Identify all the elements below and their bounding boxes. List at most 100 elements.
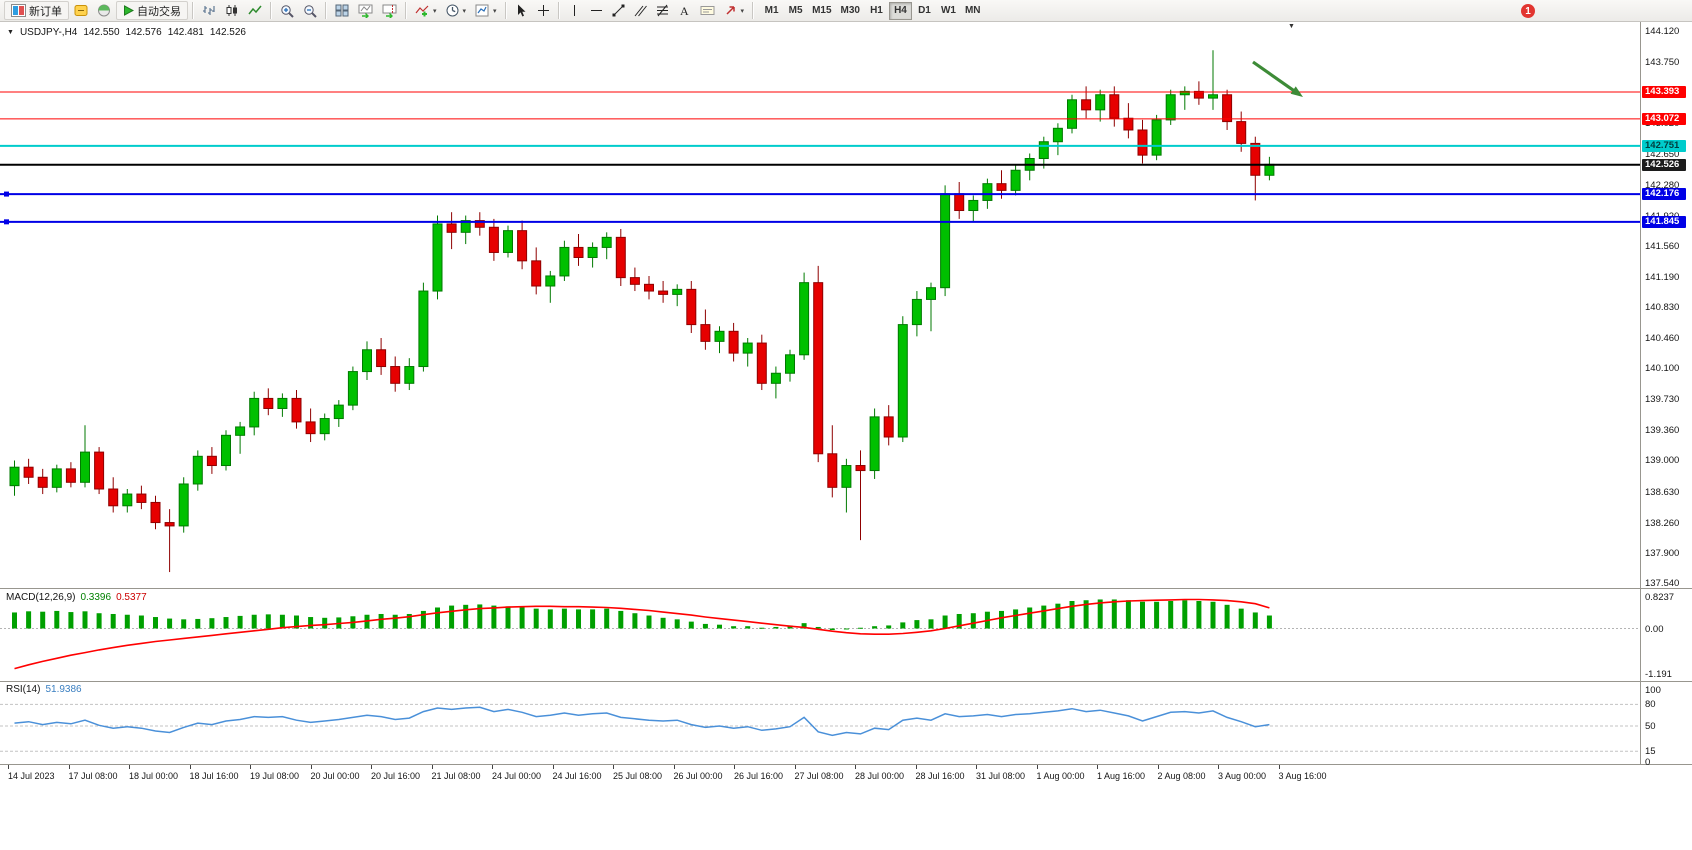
time-axis-tick — [673, 765, 675, 769]
macd-panel-separator[interactable] — [0, 588, 1692, 589]
rsi-axis-label: 100 — [1645, 685, 1661, 696]
new-order-icon — [11, 4, 26, 17]
toolbar-separator — [504, 2, 507, 19]
chart-header: ▼ USDJPY-,H4 142.550 142.576 142.481 142… — [7, 27, 246, 38]
chart-shift-button[interactable] — [378, 1, 401, 20]
vertical-line-button[interactable] — [564, 1, 585, 20]
cursor-button[interactable] — [511, 1, 532, 20]
timeframe-button-H1[interactable]: H1 — [870, 5, 883, 16]
dropdown-caret-icon: ▾ — [493, 7, 497, 15]
autoscroll-icon — [358, 4, 373, 18]
time-axis-tick — [976, 765, 977, 769]
community-button[interactable] — [93, 1, 115, 20]
toolbar-separator — [752, 2, 755, 19]
autotrading-button[interactable]: 自动交易 — [116, 1, 188, 20]
arrow-annotation[interactable] — [1252, 60, 1296, 93]
time-axis-label: 20 Jul 16:00 — [371, 771, 421, 781]
notification-badge[interactable]: 1 — [1521, 4, 1535, 18]
toolbar-separator — [325, 2, 327, 19]
channel-button[interactable] — [630, 1, 651, 20]
metaeditor-button[interactable] — [70, 1, 92, 20]
time-axis-label: 27 Jul 08:00 — [794, 771, 844, 781]
arrows-button[interactable]: ▾ — [720, 1, 749, 20]
cursor-icon — [515, 4, 527, 17]
label-button[interactable] — [696, 1, 719, 20]
time-axis-label: 17 Jul 08:00 — [68, 771, 118, 781]
timeframe-button-M1[interactable]: M1 — [764, 5, 779, 16]
timeframe-button-D1[interactable]: D1 — [918, 5, 931, 16]
candlestick-chart-button[interactable] — [221, 1, 243, 20]
bar-chart-button[interactable] — [198, 1, 220, 20]
zoom-out-button[interactable] — [299, 1, 321, 20]
rsi-panel-plot[interactable] — [0, 682, 1640, 764]
ohlc-close: 142.526 — [209, 27, 246, 38]
price-tag: 143.072 — [1642, 112, 1686, 125]
indicators-button[interactable]: ▾ — [411, 1, 441, 20]
timeframe-button-M5[interactable]: M5 — [788, 5, 803, 16]
autoscroll-button[interactable] — [354, 1, 377, 20]
candles-group — [9, 50, 1275, 573]
time-axis-tick — [129, 765, 130, 769]
timeframe-button-MN[interactable]: MN — [964, 5, 981, 16]
arrow-annotation-head[interactable] — [1290, 86, 1303, 97]
trendline-icon — [612, 4, 625, 17]
toolbar: 新订单 自动交易 ▾ ▾ ▾ A ▾ — [0, 0, 1692, 22]
new-order-button[interactable]: 新订单 — [4, 1, 69, 20]
price-tick-label: 141.560 — [1645, 240, 1680, 252]
time-axis-label: 26 Jul 16:00 — [734, 771, 784, 781]
zoom-in-button[interactable] — [276, 1, 298, 20]
time-axis-label: 26 Jul 00:00 — [673, 771, 723, 781]
line-chart-button[interactable] — [244, 1, 266, 20]
macd-panel-plot[interactable] — [0, 589, 1640, 681]
time-axis-tick — [68, 765, 70, 769]
price-axis-border — [1640, 22, 1641, 764]
trendline-button[interactable] — [608, 1, 629, 20]
line-handle[interactable] — [4, 191, 9, 197]
price-tick-label: 142.650 — [1645, 149, 1680, 161]
time-axis-tick — [734, 765, 735, 769]
price-tick-label: 138.260 — [1645, 517, 1680, 529]
price-tick-label: 139.730 — [1645, 394, 1680, 406]
fibonacci-icon — [656, 4, 669, 17]
templates-button[interactable]: ▾ — [471, 1, 501, 20]
timeframe-button-M15[interactable]: M15 — [812, 5, 832, 16]
time-axis-tick — [915, 765, 917, 769]
time-axis-tick — [189, 765, 191, 769]
periods-button[interactable]: ▾ — [442, 1, 471, 20]
time-axis-tick — [310, 765, 312, 769]
crosshair-icon — [537, 4, 550, 17]
main-chart-plot[interactable] — [0, 22, 1640, 588]
one-click-trading-toggle[interactable]: ▼ — [7, 29, 14, 36]
price-tag: 141.845 — [1642, 215, 1686, 228]
text-button[interactable]: A — [674, 1, 695, 20]
price-tag: 142.751 — [1642, 139, 1686, 152]
timeframe-button-H4[interactable]: H4 — [888, 1, 912, 20]
horizontal-line-icon — [590, 6, 603, 15]
price-tick-label: 137.900 — [1645, 547, 1680, 559]
macd-label: MACD(12,26,9) 0.3396 0.5377 — [6, 592, 147, 603]
community-icon — [97, 4, 111, 17]
new-order-label: 新订单 — [29, 5, 62, 18]
time-axis-tick — [552, 765, 554, 769]
time-axis[interactable]: 14 Jul 2023 17 Jul 08:00 18 Jul 00:00 18 Ju… — [0, 764, 1692, 790]
price-tick-label: 137.540 — [1645, 577, 1680, 589]
fibonacci-button[interactable] — [652, 1, 673, 20]
price-tag: 142.526 — [1642, 158, 1686, 171]
rsi-name: RSI(14) — [6, 684, 41, 695]
scroll-position-icon[interactable]: ▼ — [1288, 23, 1295, 30]
crosshair-button[interactable] — [533, 1, 554, 20]
price-axis[interactable]: 144.120143.750143.020142.650142.280141.9… — [1641, 0, 1692, 790]
line-handle[interactable] — [4, 219, 9, 225]
rsi-panel-separator[interactable] — [0, 681, 1692, 682]
line-chart-icon — [248, 4, 262, 17]
time-axis-tick — [371, 765, 372, 769]
timeframe-toolbar: M1 M5 M15 M30 H1 H4 D1 W1 MN — [760, 1, 984, 20]
time-axis-label: 31 Jul 08:00 — [976, 771, 1026, 781]
timeframe-button-M30[interactable]: M30 — [840, 5, 860, 16]
timeframe-button-W1[interactable]: W1 — [940, 5, 956, 16]
macd-main-value: 0.3396 — [80, 592, 112, 603]
tile-windows-button[interactable] — [331, 1, 353, 20]
rsi-axis-label: 15 — [1645, 746, 1656, 758]
horizontal-line-button[interactable] — [586, 1, 607, 20]
indicators-icon — [415, 4, 429, 17]
